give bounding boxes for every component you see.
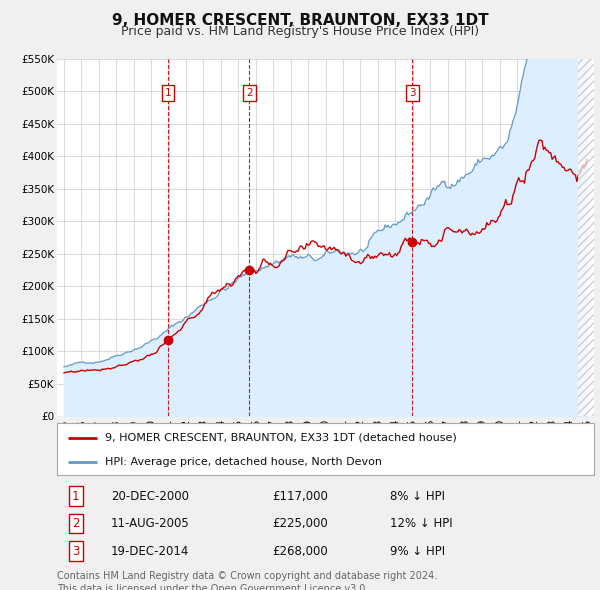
- Text: 9, HOMER CRESCENT, BRAUNTON, EX33 1DT: 9, HOMER CRESCENT, BRAUNTON, EX33 1DT: [112, 13, 488, 28]
- Text: 1: 1: [165, 88, 172, 98]
- Text: 9% ↓ HPI: 9% ↓ HPI: [390, 545, 445, 558]
- Text: 11-AUG-2005: 11-AUG-2005: [111, 517, 190, 530]
- Text: Price paid vs. HM Land Registry's House Price Index (HPI): Price paid vs. HM Land Registry's House …: [121, 25, 479, 38]
- Bar: [578, 59, 594, 416]
- Text: 8% ↓ HPI: 8% ↓ HPI: [390, 490, 445, 503]
- Text: 3: 3: [72, 545, 79, 558]
- Text: 2: 2: [72, 517, 80, 530]
- Text: Contains HM Land Registry data © Crown copyright and database right 2024.
This d: Contains HM Land Registry data © Crown c…: [57, 571, 437, 590]
- Text: 19-DEC-2014: 19-DEC-2014: [111, 545, 189, 558]
- Text: 1: 1: [72, 490, 80, 503]
- Text: 9, HOMER CRESCENT, BRAUNTON, EX33 1DT (detached house): 9, HOMER CRESCENT, BRAUNTON, EX33 1DT (d…: [106, 432, 457, 442]
- Text: 2: 2: [246, 88, 253, 98]
- Text: £268,000: £268,000: [272, 545, 328, 558]
- Text: 20-DEC-2000: 20-DEC-2000: [111, 490, 188, 503]
- Text: £117,000: £117,000: [272, 490, 328, 503]
- Text: 12% ↓ HPI: 12% ↓ HPI: [390, 517, 452, 530]
- Text: 3: 3: [409, 88, 415, 98]
- Text: £225,000: £225,000: [272, 517, 328, 530]
- Text: HPI: Average price, detached house, North Devon: HPI: Average price, detached house, Nort…: [106, 457, 382, 467]
